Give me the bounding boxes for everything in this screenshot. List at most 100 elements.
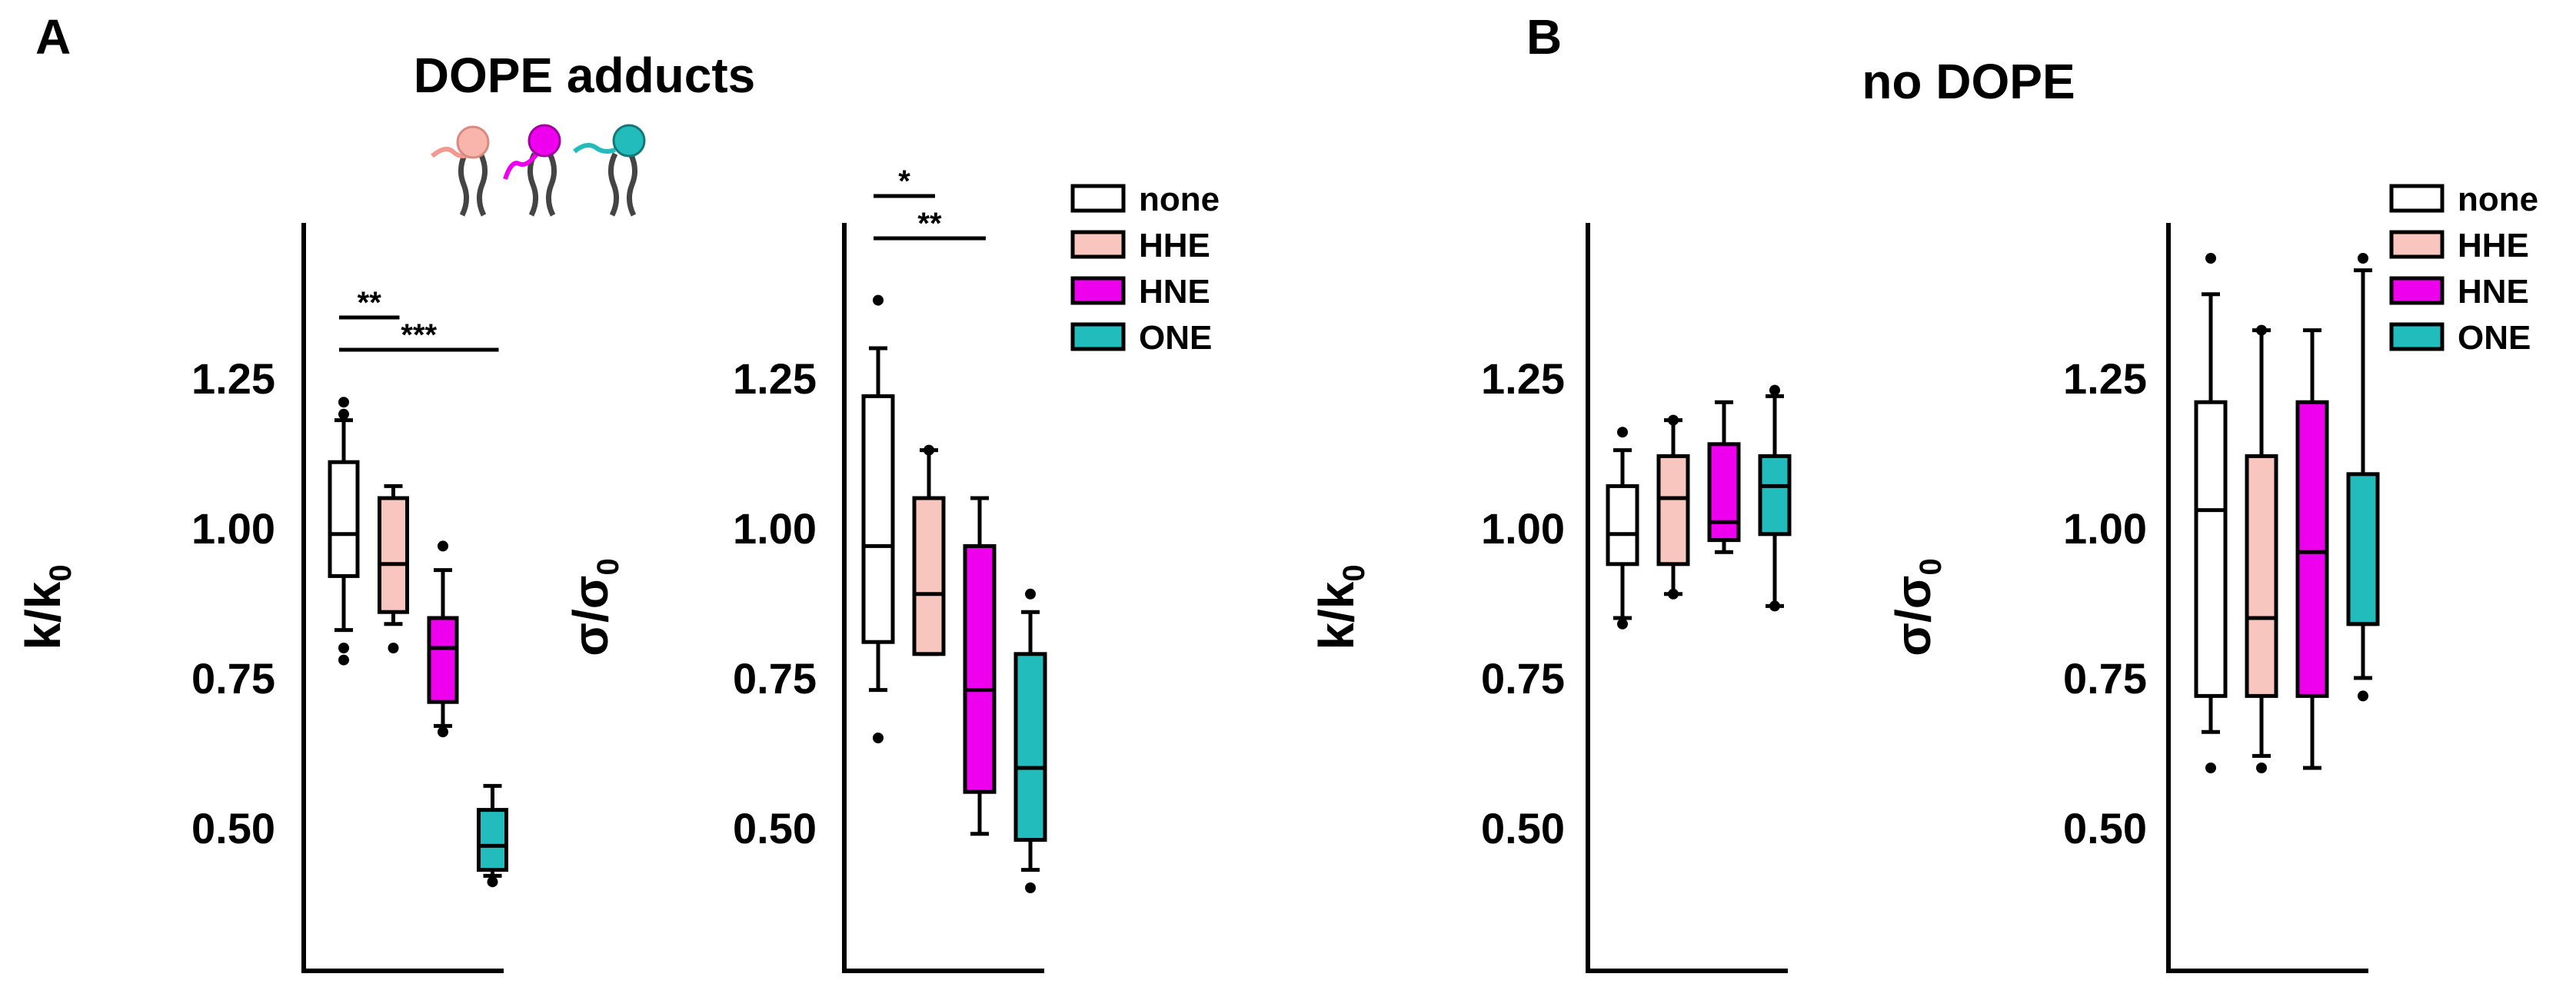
box-none — [2194, 253, 2228, 773]
outlier-point — [1025, 882, 1036, 893]
outlier-point — [1668, 588, 1679, 600]
y-tick-label: 1.00 — [2063, 504, 2147, 553]
y-tick-label: 0.50 — [191, 804, 275, 852]
y-tick-label: 0.75 — [191, 654, 275, 703]
y-tick-label: 0.75 — [1481, 654, 1565, 703]
legend-label-none: none — [2458, 181, 2538, 218]
y-tick-label: 1.00 — [733, 504, 817, 553]
box-hne — [2295, 328, 2329, 770]
y-tick-label: 0.75 — [733, 654, 817, 703]
chart-dope-sigma: 0.50 0.75 1.00 1.25 σ/σ0 *** — [563, 164, 1047, 973]
lipid-one-icon — [573, 124, 646, 217]
box-one — [1013, 588, 1047, 893]
box-none — [861, 294, 895, 743]
legend-swatch-none — [2389, 184, 2445, 213]
legend-label-one: ONE — [2458, 319, 2531, 357]
outlier-point — [1769, 600, 1780, 612]
box-iqr — [1606, 484, 1639, 567]
outlier-point — [338, 643, 349, 653]
lipid-hhe-icon — [431, 125, 490, 217]
outlier-point — [2256, 763, 2267, 773]
y-axis-label: σ/σ0 — [563, 558, 625, 656]
outlier-point — [1025, 588, 1036, 600]
outlier-point — [873, 733, 884, 743]
box-iqr — [912, 496, 946, 656]
legend-swatch-one — [2389, 322, 2445, 351]
box-iqr — [963, 543, 997, 794]
box-hne — [1707, 400, 1741, 554]
y-axis-label: σ/σ0 — [1885, 558, 1948, 656]
outlier-point — [1668, 414, 1679, 426]
legend-label-hhe: HHE — [1139, 227, 1210, 264]
box-iqr — [477, 808, 508, 872]
panel-title-a: DOPE adducts — [414, 48, 756, 103]
box-hne — [963, 496, 997, 836]
legend-swatch-hne — [1070, 276, 1126, 305]
box-hne — [427, 540, 459, 738]
box-iqr — [1707, 442, 1741, 543]
legend-panel-a: none HHE HNE ONE — [1070, 181, 1220, 357]
box-iqr — [1758, 454, 1792, 537]
outlier-point — [1617, 618, 1628, 630]
chart-nodope-k: 0.50 0.75 1.00 1.25 k/k0 — [1309, 223, 1792, 973]
outlier-point — [388, 643, 399, 653]
panel-title-b: no DOPE — [1862, 54, 2075, 109]
legend-label-one: ONE — [1139, 319, 1212, 357]
box-none — [328, 397, 360, 666]
chart-dope-k: 0.500.751.001.25k/k0***** — [15, 223, 508, 973]
legend-label-hhe: HHE — [2458, 227, 2529, 264]
significance-label: ** — [917, 207, 942, 241]
outlier-point — [2256, 324, 2267, 336]
significance-label: ** — [358, 286, 382, 320]
outlier-point — [338, 408, 349, 420]
legend-label-hne: HNE — [1139, 273, 1210, 311]
box-iqr — [328, 460, 360, 578]
outlier-point — [438, 540, 448, 552]
box-one — [1758, 384, 1792, 612]
box-iqr — [2194, 400, 2228, 698]
y-tick-label: 1.25 — [191, 354, 275, 403]
legend-swatch-hhe — [2389, 230, 2445, 259]
y-tick-label: 1.25 — [2063, 354, 2147, 403]
outlier-point — [1769, 384, 1780, 396]
y-tick-label: 1.25 — [733, 354, 817, 403]
box-one — [477, 783, 508, 888]
outlier-point — [924, 444, 934, 456]
legend-label-none: none — [1139, 181, 1220, 218]
outlier-point — [873, 294, 884, 306]
outlier-point — [2205, 763, 2216, 773]
outlier-point — [438, 726, 448, 738]
significance-label: * — [898, 164, 910, 198]
y-tick-label: 0.50 — [1481, 804, 1565, 852]
chart-nodope-sigma: 0.50 0.75 1.00 1.25 σ/σ0 — [1885, 223, 2380, 973]
panel-letter-a: A — [35, 9, 71, 65]
legend-label-hne: HNE — [2458, 273, 2529, 311]
outlier-point — [338, 654, 349, 666]
box-hhe — [378, 484, 409, 653]
outlier-point — [2358, 253, 2368, 264]
box-hhe — [1656, 414, 1690, 600]
legend-swatch-hhe — [1070, 230, 1126, 259]
outlier-point — [338, 397, 349, 408]
outlier-point — [2205, 253, 2216, 264]
y-tick-label: 0.50 — [733, 804, 817, 852]
box-iqr — [1013, 652, 1047, 842]
y-axis-label: k/k0 — [1309, 564, 1371, 650]
legend-swatch-one — [1070, 322, 1126, 351]
y-tick-label: 1.00 — [191, 504, 275, 553]
box-iqr — [1656, 454, 1690, 567]
significance-label: *** — [401, 318, 437, 352]
box-iqr — [378, 496, 409, 614]
box-iqr — [427, 616, 459, 704]
legend-swatch-hne — [2389, 276, 2445, 305]
lipid-hne-icon — [503, 124, 561, 217]
box-hhe — [2245, 324, 2278, 773]
y-axis-label: k/k0 — [15, 564, 78, 650]
y-tick-label: 1.00 — [1481, 504, 1565, 553]
box-hhe — [912, 444, 946, 656]
legend-swatch-none — [1070, 184, 1126, 213]
y-tick-label: 0.50 — [2063, 804, 2147, 852]
y-tick-label: 1.25 — [1481, 354, 1565, 403]
outlier-point — [1617, 427, 1628, 438]
